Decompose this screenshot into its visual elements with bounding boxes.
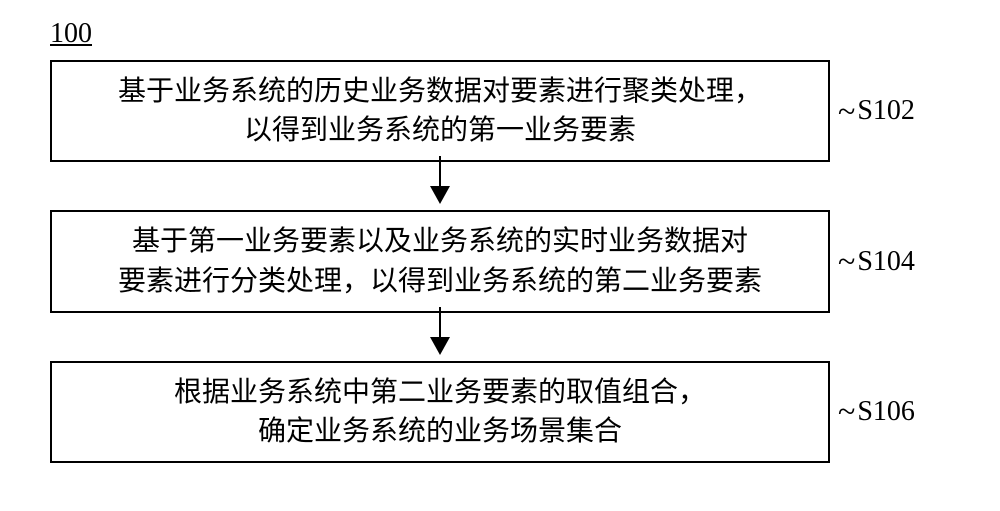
step-box-s106: 根据业务系统中第二业务要素的取值组合， 确定业务系统的业务场景集合 [50, 361, 830, 463]
step-text-line: 根据业务系统中第二业务要素的取值组合， [72, 373, 808, 412]
step-text-line: 确定业务系统的业务场景集合 [72, 412, 808, 451]
step-text-line: 要素进行分类处理，以得到业务系统的第二业务要素 [72, 262, 808, 301]
step-text-line: 基于第一业务要素以及业务系统的实时业务数据对 [72, 222, 808, 261]
step-label: ~ S106 [838, 393, 915, 430]
step-id: S106 [857, 396, 915, 428]
step-label: ~ S104 [838, 243, 915, 280]
step-id: S102 [857, 95, 915, 127]
step-box-s104: 基于第一业务要素以及业务系统的实时业务数据对 要素进行分类处理，以得到业务系统的… [50, 210, 830, 312]
step-box-s102: 基于业务系统的历史业务数据对要素进行聚类处理， 以得到业务系统的第一业务要素 [50, 60, 830, 162]
figure-label: 100 [50, 18, 92, 50]
step-row: 基于第一业务要素以及业务系统的实时业务数据对 要素进行分类处理，以得到业务系统的… [50, 210, 950, 312]
step-row: 根据业务系统中第二业务要素的取值组合， 确定业务系统的业务场景集合 ~ S106 [50, 361, 950, 463]
arrow-container [50, 162, 830, 210]
step-text-line: 基于业务系统的历史业务数据对要素进行聚类处理， [72, 72, 808, 111]
step-id: S104 [857, 246, 915, 278]
step-label: ~ S102 [838, 93, 915, 130]
tilde-icon: ~ [838, 243, 855, 280]
tilde-icon: ~ [838, 93, 855, 130]
tilde-icon: ~ [838, 393, 855, 430]
step-row: 基于业务系统的历史业务数据对要素进行聚类处理， 以得到业务系统的第一业务要素 ~… [50, 60, 950, 162]
arrow-container [50, 313, 830, 361]
flowchart-container: 基于业务系统的历史业务数据对要素进行聚类处理， 以得到业务系统的第一业务要素 ~… [50, 60, 950, 463]
step-text-line: 以得到业务系统的第一业务要素 [72, 111, 808, 150]
